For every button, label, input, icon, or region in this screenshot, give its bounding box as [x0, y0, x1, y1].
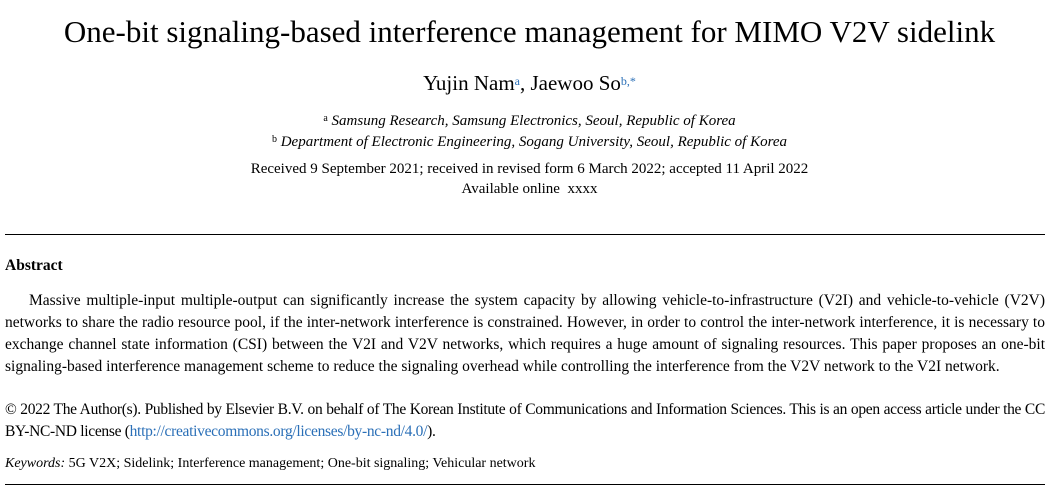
affiliation-marker: a: [323, 113, 328, 124]
keywords-list: 5G V2X; Sidelink; Interference managemen…: [68, 456, 536, 471]
affiliation-marker: b: [271, 134, 277, 145]
available-online: Available online xxxx: [461, 181, 598, 197]
abstract-heading: Abstract: [5, 257, 63, 274]
author-list: Yujin Nama, Jaewoo Sob,*: [0, 69, 1059, 97]
author-name: Yujin Nam: [423, 71, 515, 95]
copyright-text: © 2022 The Author(s). Published by Elsev…: [5, 401, 1045, 440]
abstract-body: Massive multiple-input multiple-output c…: [5, 292, 1045, 375]
copyright-end: ).: [427, 423, 436, 440]
affiliation-text: Department of Electronic Engineering, So…: [280, 134, 788, 150]
corresponding-author-marker[interactable]: *: [629, 74, 636, 88]
copyright-notice: © 2022 The Author(s). Published by Elsev…: [5, 399, 1045, 443]
divider-top: [5, 234, 1045, 235]
paper-title: One-bit signaling-based interference man…: [63, 14, 996, 49]
author-separator: ,: [519, 71, 531, 95]
affiliation-b: b Department of Electronic Engineering, …: [0, 132, 1059, 152]
keywords: Keywords: 5G V2X; Sidelink; Interference…: [5, 456, 535, 472]
received-dates: Received 9 September 2021; received in r…: [250, 161, 809, 177]
divider-bottom: [5, 484, 1045, 485]
affiliation-marker[interactable]: b,: [620, 74, 630, 88]
affiliation-marker[interactable]: a: [514, 74, 520, 88]
article-history: Received 9 September 2021; received in r…: [0, 159, 1059, 199]
keywords-label: Keywords:: [5, 456, 66, 471]
license-link[interactable]: http://creativecommons.org/licenses/by-n…: [129, 423, 428, 440]
affiliation-a: a Samsung Research, Samsung Electronics,…: [0, 111, 1059, 131]
author-name: Jaewoo So: [530, 71, 621, 95]
affiliation-text: Samsung Research, Samsung Electronics, S…: [331, 113, 736, 129]
